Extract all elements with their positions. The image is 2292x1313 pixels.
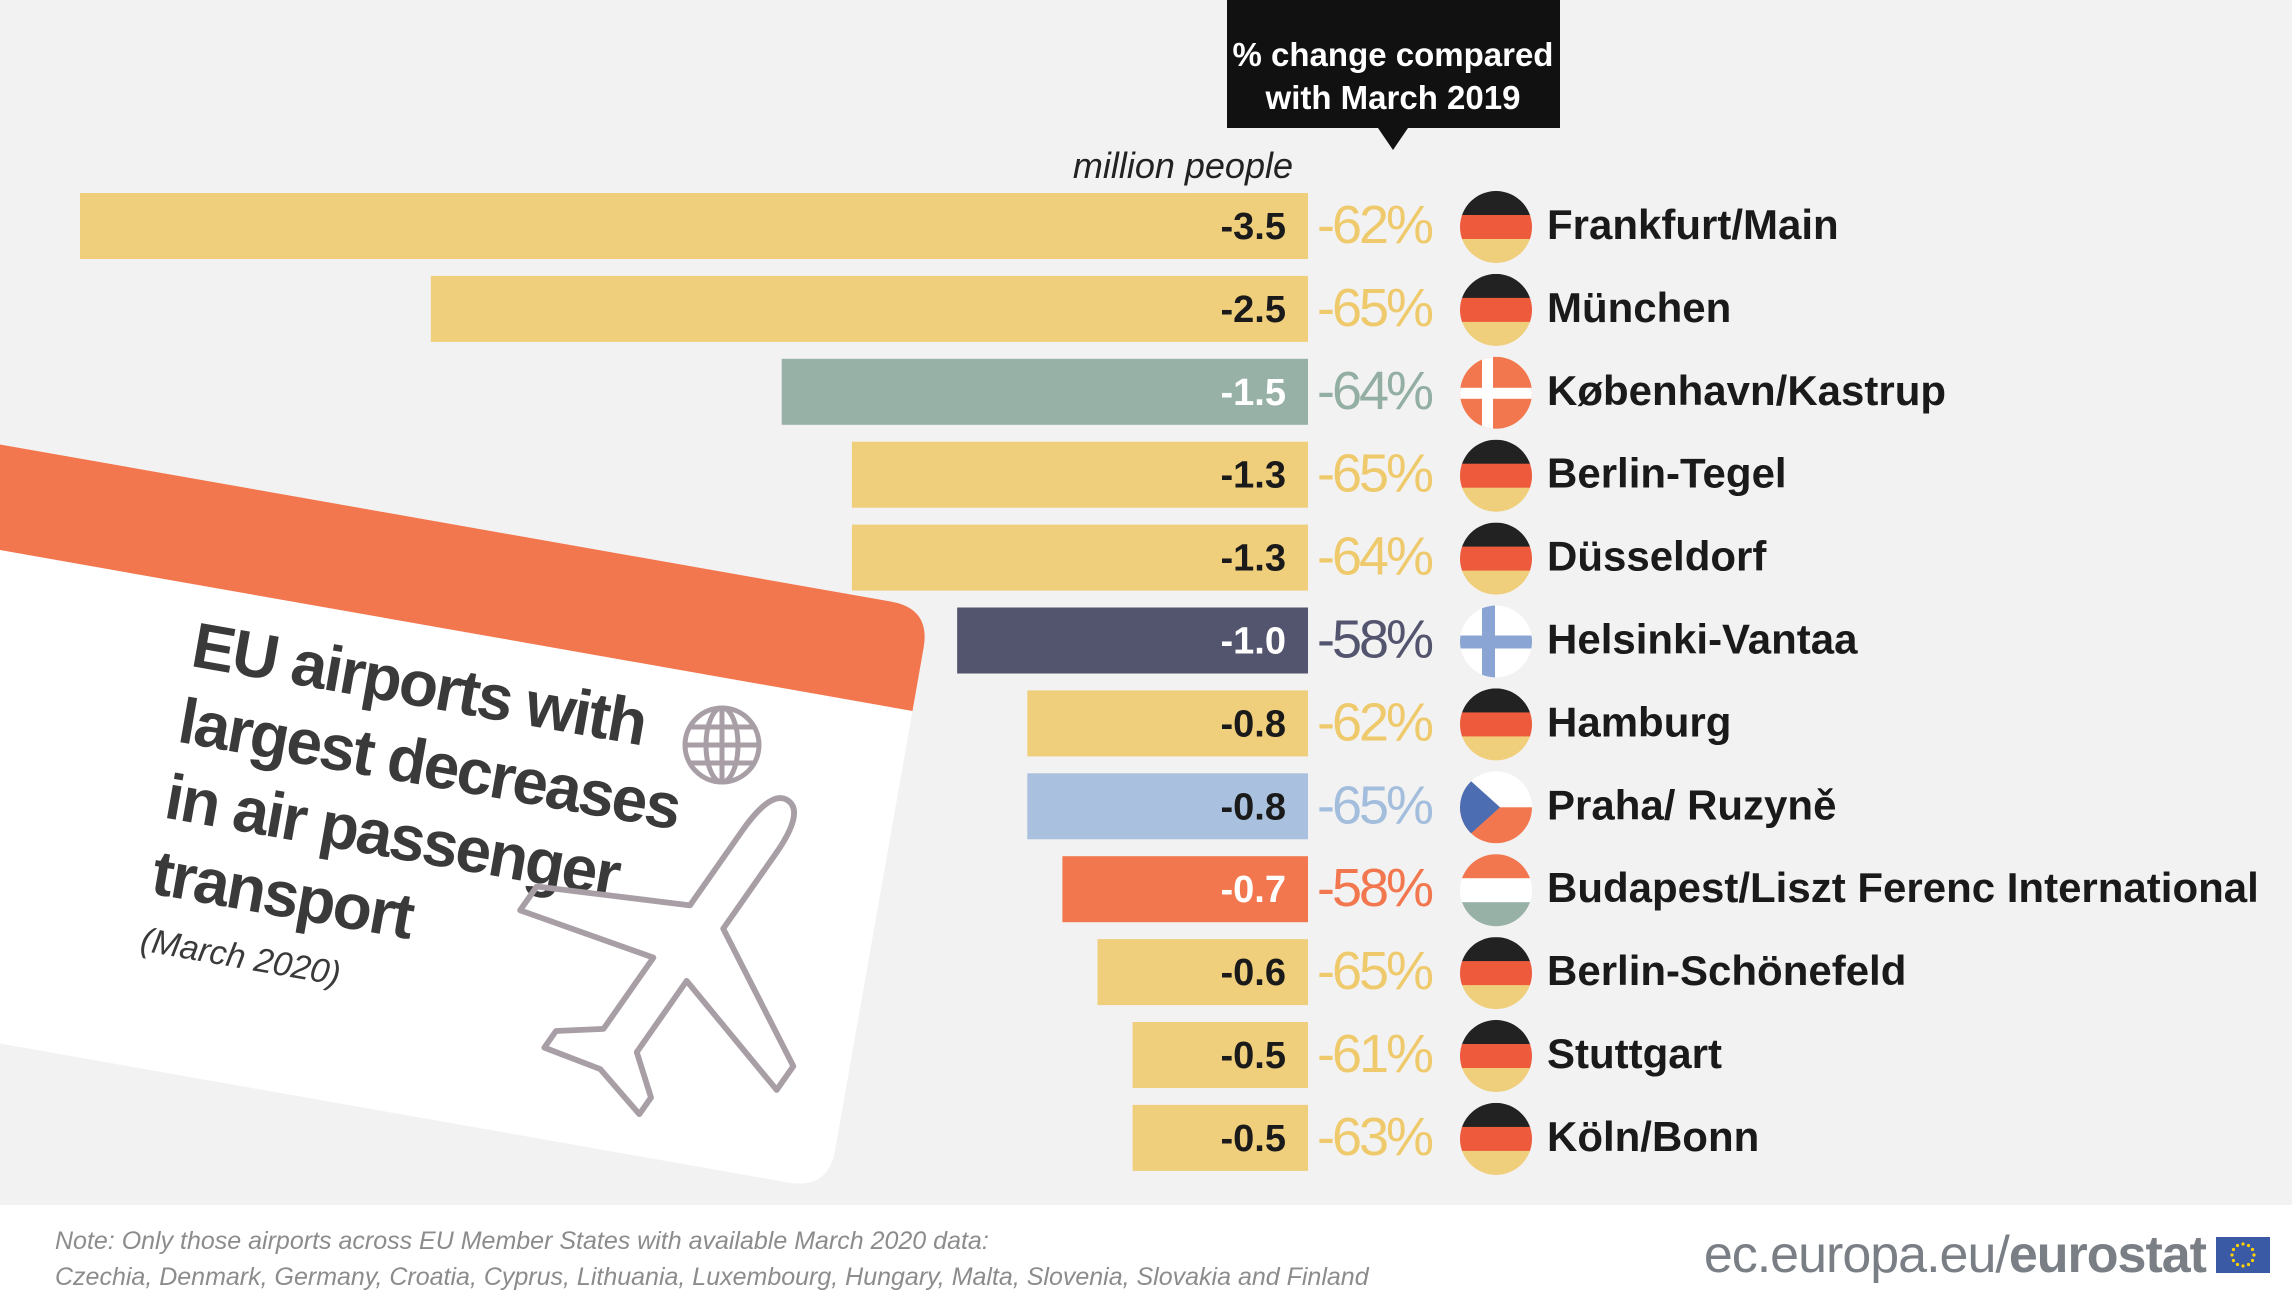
bar-5 — [957, 607, 1308, 674]
change-header-line-1: % change compared — [1233, 36, 1554, 73]
airport-label-8: Budapest/Liszt Ferenc International — [1547, 864, 2259, 911]
eurostat-link[interactable]: ec.europa.eu/eurostat — [1703, 1225, 2207, 1285]
footer: Note: Only those airports across EU Memb… — [0, 1205, 2292, 1313]
pct-change-5: -58% — [1317, 610, 1433, 670]
flag-icon-de — [1460, 522, 1532, 595]
change-header-callout: % change compared with March 2019 — [1227, 0, 1560, 150]
airport-label-1: München — [1547, 284, 1731, 331]
brand-strong: eurostat — [2008, 1226, 2207, 1284]
note-line-2: Czechia, Denmark, Germany, Croatia, Cypr… — [55, 1263, 1369, 1291]
pct-change-3: -65% — [1317, 444, 1433, 504]
value-label-2: -1.5 — [1221, 372, 1286, 414]
flag-icon-de — [1460, 191, 1532, 263]
pct-change-11: -63% — [1317, 1107, 1433, 1167]
flag-icon-dk — [1460, 356, 1532, 429]
pct-change-7: -65% — [1317, 775, 1433, 835]
bar-11 — [1132, 1104, 1308, 1171]
eu-star — [2241, 1242, 2245, 1246]
flag-icon-de — [1460, 273, 1532, 346]
pct-change-8: -58% — [1317, 858, 1433, 918]
airport-label-0: Frankfurt/Main — [1547, 201, 1839, 248]
bar-3 — [851, 441, 1308, 508]
pct-change-4: -64% — [1317, 527, 1433, 587]
eu-star — [2250, 1258, 2255, 1263]
flag-icon-de — [1460, 688, 1532, 761]
flag-icon-hu — [1460, 854, 1532, 927]
change-header-line-2: with March 2019 — [1265, 79, 1521, 116]
bar-2 — [781, 358, 1308, 425]
value-label-1: -2.5 — [1221, 289, 1286, 331]
eu-star — [2230, 1253, 2234, 1257]
value-label-5: -1.0 — [1221, 621, 1286, 663]
airport-label-2: København/Kastrup — [1547, 367, 1946, 414]
bar-4 — [851, 524, 1308, 591]
bar-9 — [1097, 939, 1308, 1006]
eu-star — [2235, 1243, 2240, 1248]
eu-star — [2250, 1247, 2255, 1252]
airport-label-6: Hamburg — [1547, 698, 1731, 745]
flag-icon-de — [1460, 937, 1532, 1010]
value-label-8: -0.7 — [1221, 869, 1286, 911]
airport-label-11: Köln/Bonn — [1547, 1113, 1759, 1160]
chart-rows: -3.5 -62% Frankfurt/Main -2.5 -65% München -1.… — [80, 191, 2259, 1175]
bar-8 — [1062, 856, 1308, 923]
value-label-10: -0.5 — [1221, 1035, 1286, 1077]
flag-icon-de — [1460, 1020, 1532, 1092]
pct-change-6: -62% — [1317, 692, 1433, 752]
bar-1 — [430, 275, 1308, 342]
eu-star — [2231, 1258, 2236, 1263]
value-label-3: -1.3 — [1221, 455, 1286, 497]
pct-change-1: -65% — [1317, 278, 1433, 338]
eu-star — [2241, 1264, 2245, 1268]
bar-7 — [1027, 773, 1308, 840]
value-label-4: -1.3 — [1221, 538, 1286, 580]
globe-icon — [682, 705, 762, 785]
chart: EU airports with largest decreases in ai… — [0, 0, 2259, 1184]
pct-change-9: -65% — [1317, 941, 1433, 1001]
eu-star — [2252, 1253, 2256, 1257]
airport-label-5: Helsinki-Vantaa — [1547, 616, 1858, 663]
eu-star — [2231, 1247, 2236, 1252]
flag-icon-fi — [1460, 605, 1532, 678]
note-line-1: Note: Only those airports across EU Memb… — [55, 1227, 989, 1255]
value-label-9: -0.6 — [1221, 952, 1286, 994]
value-label-6: -0.8 — [1221, 703, 1286, 745]
value-label-7: -0.8 — [1221, 786, 1286, 828]
eu-star — [2246, 1262, 2251, 1267]
flag-icon-de — [1460, 439, 1532, 512]
title-card-band — [0, 440, 925, 711]
eu-star — [2246, 1243, 2251, 1248]
value-label-11: -0.5 — [1221, 1118, 1286, 1160]
bar-6 — [1027, 690, 1308, 757]
airplane-icon — [517, 795, 797, 1118]
flag-icon-cz — [1460, 771, 1532, 844]
airport-label-10: Stuttgart — [1547, 1030, 1722, 1077]
airport-label-9: Berlin-Schönefeld — [1547, 947, 1906, 994]
eu-star — [2235, 1262, 2240, 1267]
value-label-0: -3.5 — [1221, 206, 1286, 248]
airport-label-7: Praha/ Ruzyně — [1547, 781, 1836, 828]
pct-change-10: -61% — [1317, 1024, 1433, 1084]
pct-change-0: -62% — [1317, 195, 1433, 255]
airport-label-3: Berlin-Tegel — [1547, 450, 1787, 497]
unit-label: million people — [1073, 145, 1293, 186]
bar-10 — [1132, 1022, 1308, 1088]
brand-prefix: ec.europa.eu/ — [1703, 1226, 2010, 1284]
bar-0 — [80, 193, 1308, 259]
title-card: EU airports with largest decreases in ai… — [0, 440, 925, 1184]
flag-icon-de — [1460, 1102, 1532, 1175]
eu-flag-icon — [2216, 1237, 2270, 1273]
airport-label-4: Düsseldorf — [1547, 533, 1767, 580]
pct-change-2: -64% — [1317, 361, 1433, 421]
